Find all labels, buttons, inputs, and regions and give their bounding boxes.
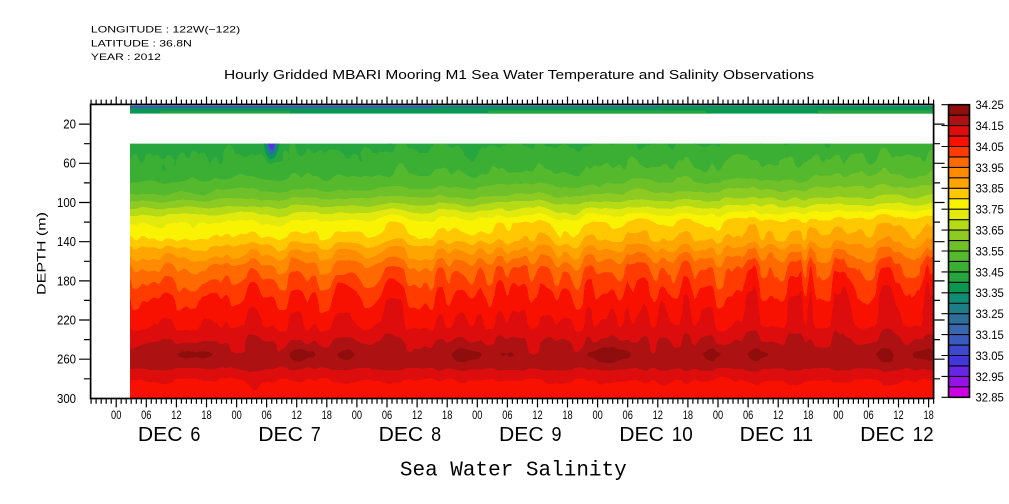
svg-text:300: 300	[57, 392, 76, 406]
svg-text:12: 12	[171, 408, 181, 422]
svg-text:12: 12	[532, 408, 542, 422]
svg-text:12: 12	[292, 408, 302, 422]
svg-text:DEC: DEC	[740, 424, 785, 446]
svg-text:34.25: 34.25	[976, 98, 1005, 112]
svg-text:DEC: DEC	[619, 424, 664, 446]
svg-text:12: 12	[773, 408, 783, 422]
svg-text:6: 6	[190, 424, 200, 446]
svg-text:DEC: DEC	[138, 424, 183, 446]
svg-text:18: 18	[322, 408, 332, 422]
svg-text:18: 18	[562, 408, 572, 422]
svg-text:34.15: 34.15	[976, 119, 1005, 133]
svg-text:Sea Water Salinity: Sea Water Salinity	[400, 460, 627, 483]
svg-text:00: 00	[592, 408, 602, 422]
svg-text:00: 00	[352, 408, 362, 422]
svg-text:8: 8	[431, 424, 441, 446]
svg-text:33.45: 33.45	[976, 265, 1005, 279]
svg-text:140: 140	[57, 235, 76, 249]
svg-text:220: 220	[57, 313, 76, 327]
svg-text:20: 20	[63, 118, 76, 132]
svg-text:33.05: 33.05	[976, 349, 1005, 363]
svg-text:9: 9	[552, 424, 562, 446]
svg-text:06: 06	[382, 408, 392, 422]
svg-text:33.65: 33.65	[976, 224, 1005, 238]
svg-text:18: 18	[201, 408, 211, 422]
svg-text:DEC: DEC	[258, 424, 303, 446]
svg-text:32.85: 32.85	[976, 391, 1005, 405]
svg-text:DEC: DEC	[499, 424, 544, 446]
svg-text:32.95: 32.95	[976, 370, 1005, 384]
svg-text:180: 180	[57, 274, 76, 288]
svg-text:33.75: 33.75	[976, 203, 1005, 217]
svg-text:18: 18	[442, 408, 452, 422]
svg-text:LONGITUDE : 122W(−122): LONGITUDE : 122W(−122)	[91, 25, 240, 36]
svg-text:DEPTH (m): DEPTH (m)	[37, 212, 49, 295]
svg-text:06: 06	[623, 408, 633, 422]
svg-text:100: 100	[57, 196, 76, 210]
svg-text:18: 18	[803, 408, 813, 422]
svg-text:11: 11	[792, 424, 813, 446]
svg-text:33.25: 33.25	[976, 307, 1005, 321]
svg-text:06: 06	[141, 408, 151, 422]
svg-text:33.55: 33.55	[976, 244, 1005, 258]
svg-text:YEAR : 2012: YEAR : 2012	[91, 52, 161, 63]
svg-text:260: 260	[57, 353, 76, 367]
svg-text:DEC: DEC	[860, 424, 905, 446]
svg-text:12: 12	[913, 424, 934, 446]
svg-text:33.15: 33.15	[976, 328, 1005, 342]
svg-text:Hourly Gridded MBARI Mooring M: Hourly Gridded MBARI Mooring M1 Sea Wate…	[224, 68, 814, 82]
svg-text:33.35: 33.35	[976, 286, 1005, 300]
svg-text:12: 12	[412, 408, 422, 422]
svg-text:34.05: 34.05	[976, 140, 1005, 154]
svg-text:33.95: 33.95	[976, 161, 1005, 175]
svg-text:10: 10	[672, 424, 693, 446]
svg-text:7: 7	[311, 424, 321, 446]
svg-text:06: 06	[743, 408, 753, 422]
svg-text:18: 18	[683, 408, 693, 422]
svg-text:LATITUDE : 36.8N: LATITUDE : 36.8N	[91, 38, 192, 49]
svg-text:33.85: 33.85	[976, 182, 1005, 196]
svg-text:00: 00	[833, 408, 843, 422]
svg-text:18: 18	[923, 408, 933, 422]
svg-text:00: 00	[231, 408, 241, 422]
svg-text:60: 60	[63, 157, 76, 171]
svg-text:12: 12	[653, 408, 663, 422]
svg-text:DEC: DEC	[379, 424, 424, 446]
svg-text:06: 06	[261, 408, 271, 422]
svg-text:12: 12	[893, 408, 903, 422]
svg-text:00: 00	[111, 408, 121, 422]
svg-text:06: 06	[863, 408, 873, 422]
svg-text:00: 00	[713, 408, 723, 422]
svg-text:00: 00	[472, 408, 482, 422]
svg-text:06: 06	[502, 408, 512, 422]
